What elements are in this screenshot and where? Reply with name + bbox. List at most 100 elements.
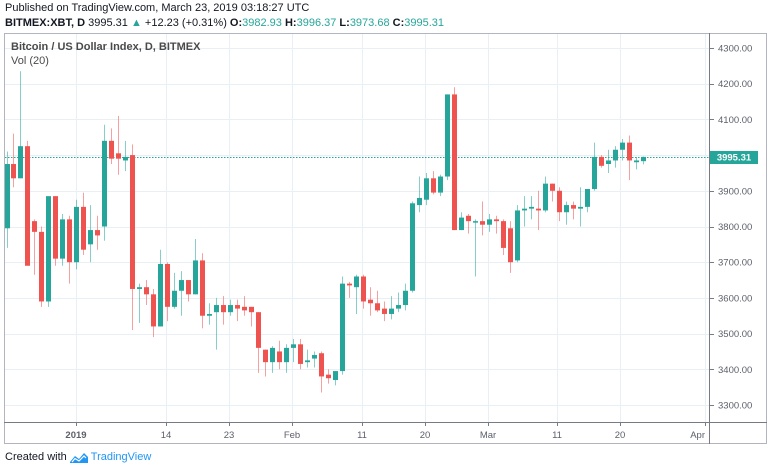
candle (186, 280, 191, 302)
time-axis[interactable]: 2019 14 23 Feb 11 20 Mar 11 20 Apr (65, 422, 706, 441)
open-value: 3982.93 (242, 17, 282, 29)
close-value: 3995.31 (404, 17, 445, 29)
price-tick-label: 4100.00 (718, 115, 752, 126)
candle (354, 274, 359, 314)
up-arrow-icon: ▲ (130, 17, 142, 29)
symbol-label: BITMEX:XBT, D (5, 17, 86, 29)
time-tick-label: 20 (420, 430, 431, 441)
candle (228, 299, 233, 316)
low-label: L: (339, 17, 350, 29)
candle (305, 349, 310, 368)
candle (445, 94, 450, 181)
candle (536, 190, 541, 231)
candle (284, 344, 289, 373)
candle (466, 214, 471, 234)
candle (116, 115, 121, 175)
candle (480, 201, 485, 236)
candle (74, 199, 79, 270)
candle (627, 135, 632, 181)
candle (39, 226, 44, 307)
time-tick-label: 23 (224, 430, 235, 441)
candle (641, 156, 646, 165)
price-change: +12.23 (+0.31%) (144, 17, 227, 29)
svg-text:3995.31: 3995.31 (717, 153, 752, 164)
symbol-ohlc-line: BITMEX:XBT, D 3995.31 ▲ +12.23 (+0.31%) … (5, 17, 444, 29)
candle (410, 201, 415, 293)
candle (389, 296, 394, 320)
candle (102, 124, 107, 241)
candle (130, 144, 135, 331)
price-tick-label: 3500.00 (718, 329, 752, 340)
candle (368, 287, 373, 316)
high-value: 3996.37 (296, 17, 337, 29)
open-label: O: (229, 17, 243, 29)
candle (326, 369, 331, 384)
candle (158, 249, 163, 327)
candle (95, 215, 100, 250)
candle (396, 292, 401, 313)
chart-legend: Bitcoin / US Dollar Index, D, BITMEX Vol… (11, 40, 200, 68)
candle (25, 140, 30, 266)
candle (508, 221, 513, 273)
candle (235, 299, 240, 322)
candle (319, 351, 324, 393)
candle (375, 290, 380, 313)
candle (109, 128, 114, 165)
candle (242, 296, 247, 316)
candle (599, 155, 604, 168)
low-value: 3973.68 (349, 17, 390, 29)
candle (18, 71, 23, 179)
candle (431, 171, 436, 195)
candle (123, 140, 128, 172)
candle (613, 146, 618, 168)
candle (522, 196, 527, 227)
tradingview-brand-link[interactable]: TradingView (90, 451, 152, 463)
grid-lines (5, 34, 709, 422)
candle (67, 215, 72, 284)
time-tick-label: Mar (480, 430, 496, 441)
last-price: 3995.31 (88, 17, 128, 29)
candle (81, 192, 86, 256)
time-tick-label: 11 (552, 430, 562, 441)
candle (256, 312, 261, 373)
candle (382, 301, 387, 322)
time-tick-label: Apr (690, 430, 705, 441)
candle (333, 371, 338, 386)
candle (417, 176, 422, 213)
candle (144, 280, 149, 306)
candle (403, 283, 408, 311)
candle (200, 253, 205, 329)
candle (459, 212, 464, 231)
candle (151, 288, 156, 338)
price-axis[interactable]: 4300.00 4200.00 4100.00 3900.00 3800.00 3700.… (710, 44, 752, 412)
time-tick-label: 11 (357, 430, 367, 441)
price-tick-label: 3600.00 (718, 293, 752, 304)
candle (32, 219, 37, 275)
footer-attribution: Created with TradingView (5, 451, 151, 463)
candle (452, 87, 457, 231)
price-tick-label: 3800.00 (718, 222, 752, 233)
candle (550, 183, 555, 202)
candle (165, 262, 170, 322)
candle (606, 149, 611, 173)
candle (473, 219, 478, 277)
candle (347, 281, 352, 298)
legend-title: Bitcoin / US Dollar Index, D, BITMEX (11, 41, 201, 53)
candle (11, 133, 16, 188)
candle (585, 189, 590, 213)
candle (249, 306, 254, 327)
candle (291, 338, 296, 363)
candle (172, 272, 177, 309)
price-tick-label: 4200.00 (718, 79, 752, 90)
price-tick-label: 3700.00 (718, 258, 752, 269)
candle (221, 296, 226, 325)
candle (5, 151, 10, 248)
candle (270, 346, 275, 373)
candle (571, 201, 576, 220)
time-tick-label: 14 (161, 430, 172, 441)
candle (277, 340, 282, 370)
price-tick-label: 3300.00 (718, 401, 752, 412)
candle (529, 196, 534, 220)
time-tick-label: 20 (615, 430, 626, 441)
